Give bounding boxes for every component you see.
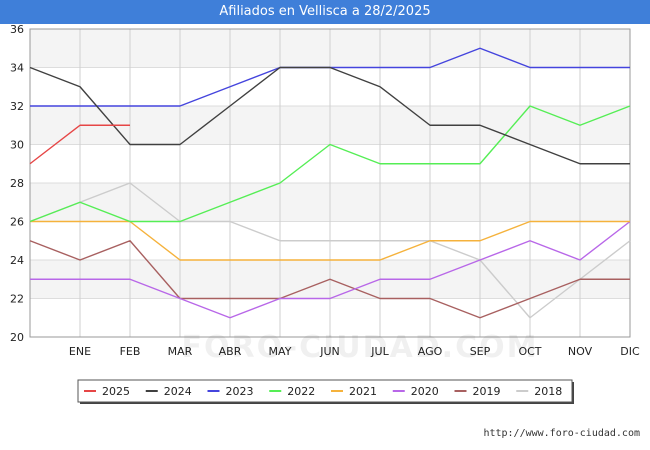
x-tick-label: ABR [219, 345, 242, 358]
series-lines [29, 47, 631, 319]
y-tick-label: 20 [10, 331, 24, 344]
series-line-2022 [29, 105, 631, 223]
series-line-2018 [29, 182, 631, 319]
y-tick-label: 26 [10, 216, 24, 229]
x-tick-label: ENE [69, 345, 91, 358]
series-line-2024 [29, 66, 630, 165]
x-tick-label: FEB [120, 345, 141, 358]
watermark: FORO-CIUDAD.COM [181, 330, 539, 365]
legend-label-2025: 2025 [102, 385, 130, 398]
series-line-2025 [29, 124, 130, 165]
y-tick-label: 28 [10, 177, 24, 190]
x-tick-label: AGO [418, 345, 443, 358]
x-tick-label: MAR [168, 345, 193, 358]
y-tick-label: 30 [10, 139, 24, 152]
legend-label-2022: 2022 [287, 385, 315, 398]
legend-box [77, 379, 573, 403]
legend-label-2020: 2020 [411, 385, 439, 398]
x-tick-label: OCT [518, 345, 541, 358]
x-tick-label: NOV [568, 345, 593, 358]
x-tick-label: JUN [319, 345, 340, 358]
legend-label-2019: 2019 [473, 385, 501, 398]
y-tick-label: 32 [10, 100, 24, 113]
y-tick-label: 22 [10, 293, 24, 306]
x-tick-label: MAY [269, 345, 292, 358]
x-axis-ticks: ENE FEB MAR ABR MAY JUN JUL AGO SEP OCT NOV DIC [69, 345, 640, 358]
legend: 2025 2024 2023 2022 2021 2020 2019 2018 [77, 379, 574, 404]
x-tick-label: DIC [620, 345, 640, 358]
series-line-2020 [30, 220, 631, 319]
series-line-2019 [29, 240, 630, 319]
y-axis-ticks: 20 22 24 26 28 30 32 34 36 [10, 23, 24, 344]
legend-label-2024: 2024 [164, 385, 192, 398]
legend-label-2023: 2023 [226, 385, 254, 398]
chart-title: Afiliados en Vellisca a 28/2/2025 [0, 0, 650, 24]
legend-label-2021: 2021 [349, 385, 377, 398]
x-tick-label: SEP [470, 345, 491, 358]
plot-frame [29, 28, 631, 338]
y-tick-label: 36 [10, 23, 24, 36]
legend-label-2018: 2018 [534, 385, 562, 398]
y-tick-label: 24 [10, 254, 24, 267]
x-tick-label: JUL [370, 345, 389, 358]
source-credit[interactable]: http://www.foro-ciudad.com [483, 428, 640, 439]
y-tick-label: 34 [10, 62, 24, 75]
